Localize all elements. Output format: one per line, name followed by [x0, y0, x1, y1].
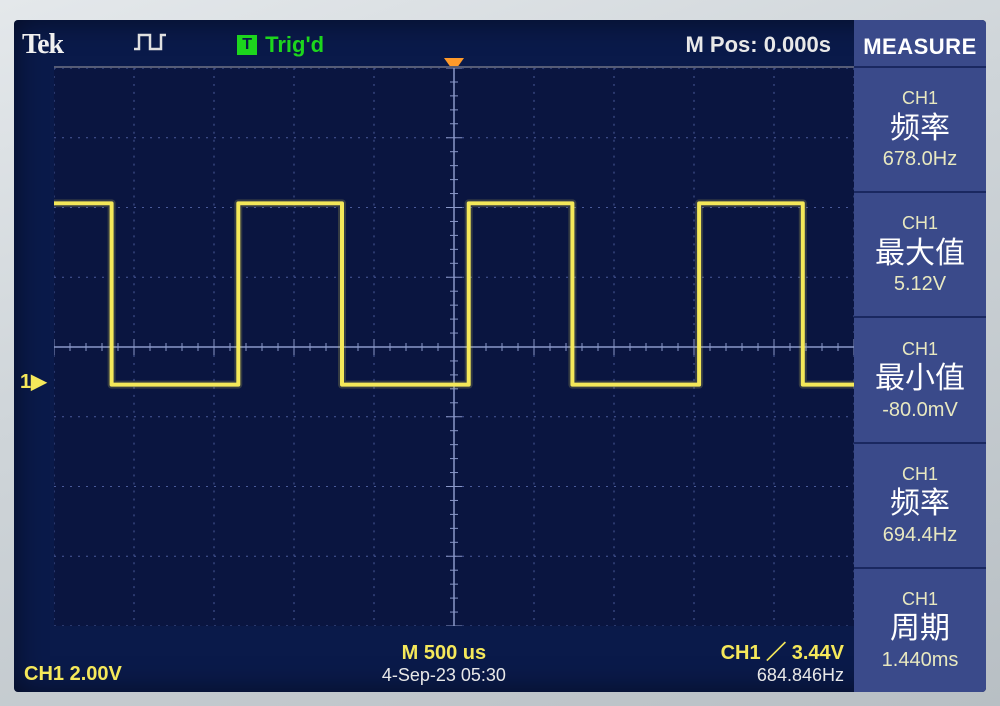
measure-sidebar: MEASURE CH1 频率 678.0Hz CH1 最大值 5.12V CH1…: [854, 20, 986, 692]
top-status-bar: Tek T Trig'd M Pos: 0.000s: [14, 28, 859, 62]
measure-cell-3[interactable]: CH1 频率 694.4Hz: [854, 442, 986, 567]
trigger-status: T Trig'd: [237, 32, 324, 58]
channel-1-ground-marker: 1▶: [20, 369, 47, 394]
bottom-status-bar: CH1 2.00V M 500 us 4-Sep-23 05:30 CH1 ／ …: [14, 636, 854, 686]
trigger-t-icon: T: [237, 35, 257, 55]
trigger-status-text: Trig'd: [265, 32, 324, 58]
oscilloscope-screen: Tek T Trig'd M Pos: 0.000s 1▶ MEASURE: [14, 20, 986, 692]
waveform-trace: [54, 68, 854, 626]
measure-cell-4[interactable]: CH1 周期 1.440ms: [854, 567, 986, 692]
trigger-readout: CH1 ／ 3.44V 684.846Hz: [721, 636, 844, 686]
measure-cell-0[interactable]: CH1 频率 678.0Hz: [854, 66, 986, 191]
m-position-readout: M Pos: 0.000s: [685, 32, 831, 58]
timebase-readout: M 500 us 4-Sep-23 05:30: [382, 642, 506, 686]
measure-cell-1[interactable]: CH1 最大值 5.12V: [854, 191, 986, 316]
measure-cell-2[interactable]: CH1 最小值 -80.0mV: [854, 316, 986, 441]
waveform-graticule: [54, 66, 854, 626]
oscilloscope-bezel: Tek T Trig'd M Pos: 0.000s 1▶ MEASURE: [0, 0, 1000, 706]
waveform-mode-icon: [133, 32, 167, 58]
channel-scale-readout: CH1 2.00V: [24, 663, 122, 686]
measure-title: MEASURE: [854, 20, 986, 66]
brand-logo: Tek: [22, 29, 63, 61]
